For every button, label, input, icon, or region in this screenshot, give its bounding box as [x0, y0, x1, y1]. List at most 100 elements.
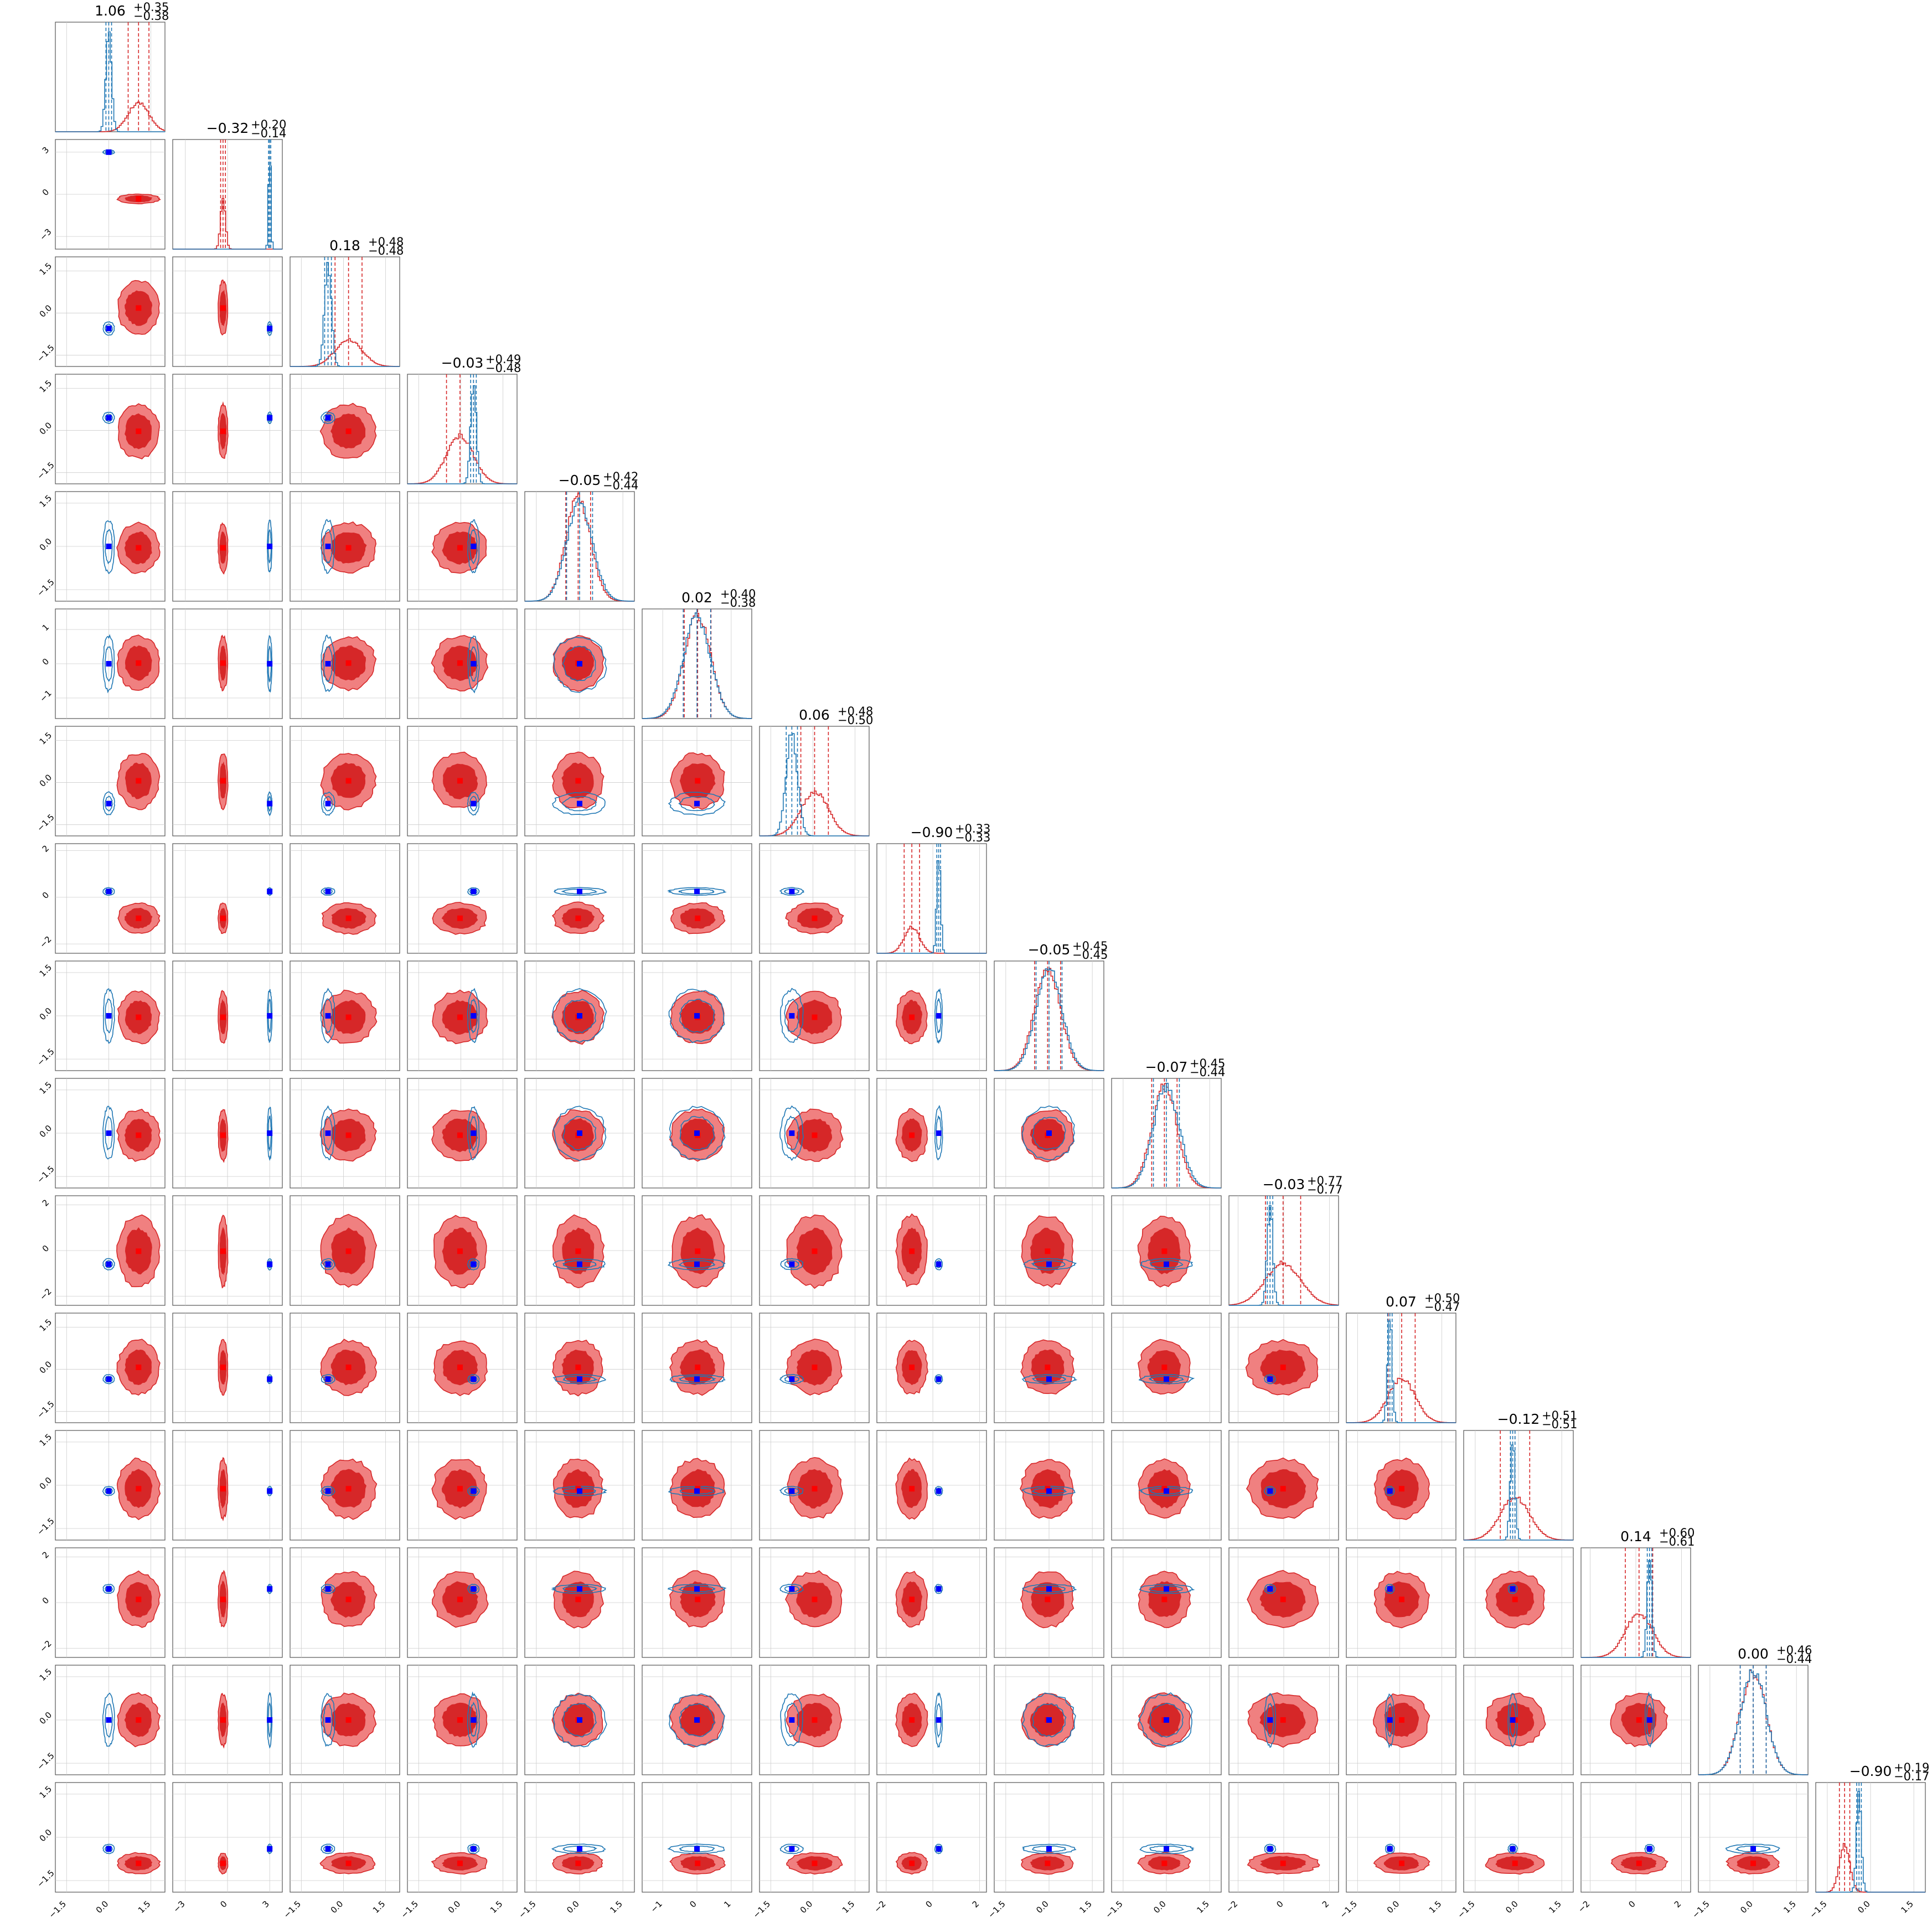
blue-contour-outer: [668, 989, 725, 1044]
blue-contour-inner: [679, 1487, 715, 1495]
panel-14-3: [407, 1665, 518, 1775]
panel-5-3: [407, 608, 518, 719]
contours: [1020, 1843, 1077, 1875]
contours: [779, 1105, 844, 1162]
blue-marker: [1267, 1586, 1273, 1592]
contours: [431, 1843, 488, 1875]
red-histogram: [1464, 1496, 1573, 1541]
blue-marker: [106, 326, 112, 332]
y-tick-label: −1.5: [35, 812, 56, 833]
panel-12-10: [1228, 1430, 1339, 1541]
y-tick-label: 1.5: [38, 1667, 54, 1683]
panel-title-10: −0.03: [1263, 1176, 1305, 1192]
red-marker: [220, 1364, 226, 1370]
blue-marker: [471, 1846, 477, 1852]
blue-marker: [471, 661, 477, 667]
y-tick-label: −1.5: [35, 1399, 56, 1420]
red-histogram: [1581, 1613, 1691, 1658]
contours: [102, 1570, 161, 1628]
panel-8-4: [524, 960, 635, 1071]
blue-contour-inner: [1032, 1117, 1066, 1150]
blue-contour-outer: [102, 791, 115, 815]
blue-marker: [1046, 1376, 1052, 1382]
panel-13-10: [1228, 1547, 1339, 1658]
red-histogram: [407, 433, 517, 484]
contours: [1485, 1570, 1545, 1629]
panel-15-13: −2 0 2: [1576, 1782, 1691, 1914]
blue-marker: [325, 888, 331, 895]
blue-marker: [577, 1376, 582, 1382]
contours: [895, 1457, 943, 1520]
red-marker: [136, 1717, 142, 1723]
panel-2-0: −1.5 0.0 1.5: [35, 256, 166, 367]
blue-marker: [1387, 1846, 1393, 1852]
blue-marker: [694, 1586, 700, 1592]
red-marker: [345, 545, 352, 551]
contours: [551, 751, 606, 815]
blue-contour-inner: [679, 999, 715, 1033]
blue-marker: [694, 888, 700, 895]
blue-marker: [936, 1488, 942, 1494]
blue-marker: [325, 1488, 331, 1494]
blue-contour-outer: [934, 1374, 943, 1385]
blue-marker: [325, 1013, 331, 1019]
red-marker: [695, 915, 701, 921]
panel-8-6: [759, 960, 870, 1071]
blue-marker: [106, 800, 112, 807]
blue-contour-inner: [678, 888, 715, 895]
y-tick-label: 2: [40, 1197, 51, 1208]
red-marker: [1161, 1248, 1168, 1254]
panel-12-3: [407, 1430, 518, 1541]
panel-8-8: [994, 960, 1104, 1071]
red-marker: [1399, 1717, 1405, 1723]
blue-contour-inner: [1509, 1703, 1516, 1738]
panel-12-6: [759, 1430, 870, 1541]
blue-contour-outer: [934, 1486, 943, 1496]
blue-contour-outer: [1138, 1692, 1193, 1747]
panel-15-1: −3 0 3: [171, 1782, 283, 1914]
red-marker: [1750, 1860, 1756, 1866]
blue-marker: [1267, 1717, 1273, 1723]
blue-marker: [789, 888, 795, 895]
y-tick-label: 1.5: [38, 730, 54, 747]
contours: [1373, 1458, 1430, 1520]
panel-11-2: [290, 1313, 400, 1423]
blue-contour-inner: [1031, 1376, 1067, 1383]
blue-contour-outer: [467, 636, 480, 694]
blue-marker: [267, 544, 273, 549]
blue-contour-inner: [1735, 1845, 1771, 1853]
contours: [1137, 1692, 1193, 1748]
panel-title-plus-10: +0.77: [1307, 1174, 1342, 1187]
contours: [1247, 1843, 1320, 1875]
panel-12-7: [876, 1430, 987, 1541]
contours: [1373, 1571, 1430, 1629]
y-tick-label: 2: [40, 843, 51, 854]
red-marker: [1280, 1364, 1286, 1370]
blue-contour-inner: [562, 1845, 598, 1853]
contours: [667, 1214, 726, 1289]
red-marker: [457, 778, 463, 784]
panel-frame: [759, 726, 870, 836]
red-marker: [136, 1014, 142, 1020]
blue-marker: [325, 1130, 331, 1136]
panel-9-1: [172, 1078, 283, 1189]
contours: [319, 402, 377, 459]
blue-contour-outer: [321, 634, 336, 693]
contours: [319, 1843, 376, 1874]
panel-3-2: [290, 374, 400, 484]
x-tick-label: −1.5: [751, 1899, 772, 1920]
blue-contour-outer: [1021, 1374, 1078, 1384]
blue-marker: [1046, 1717, 1052, 1723]
blue-marker: [471, 1130, 477, 1136]
panel-11-10: [1228, 1313, 1339, 1423]
x-tick-label: 1.5: [1781, 1899, 1798, 1915]
blue-contour-inner: [562, 1376, 598, 1383]
blue-marker: [789, 1717, 795, 1723]
blue-contour-outer: [102, 1258, 115, 1270]
contours: [552, 1339, 607, 1397]
contours: [1246, 1457, 1319, 1519]
red-marker: [457, 1860, 463, 1866]
panel-7-6: [759, 843, 870, 954]
panel-8-3: [407, 960, 518, 1071]
blue-marker: [577, 1586, 582, 1592]
